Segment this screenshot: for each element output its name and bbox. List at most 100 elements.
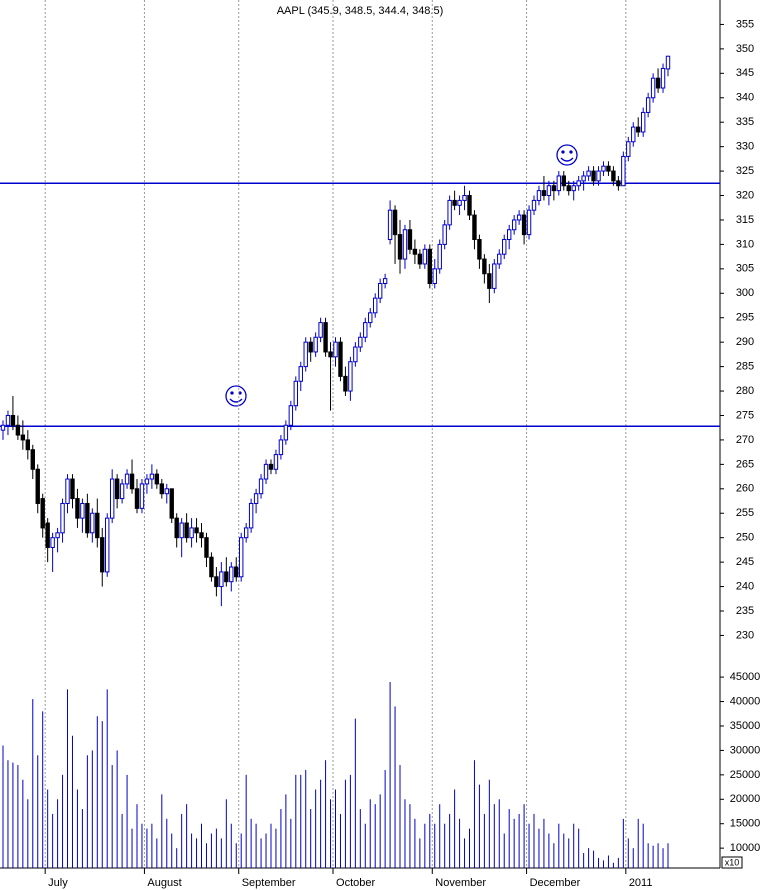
candle-body: [373, 297, 378, 314]
volume-tick-label: 35000: [730, 720, 761, 732]
candle-body: [650, 77, 656, 99]
x-tick-label: August: [147, 877, 181, 889]
candle-body: [660, 67, 666, 89]
y-tick-label: 280: [736, 385, 754, 397]
candle-body: [655, 77, 661, 89]
candle-body: [100, 537, 105, 573]
candle-body: [392, 209, 398, 236]
candle-body: [328, 351, 333, 358]
candle-body: [134, 488, 140, 509]
candle-body: [363, 322, 368, 338]
candle-body: [541, 190, 547, 197]
y-tick-label: 355: [736, 18, 754, 30]
candle-body: [437, 243, 442, 270]
candle-body: [591, 170, 596, 182]
y-tick-label: 245: [736, 556, 754, 568]
candle-body: [323, 322, 328, 353]
candle-body: [645, 97, 651, 113]
candle-body: [611, 170, 616, 182]
candle-body: [40, 498, 45, 529]
candle-body: [55, 532, 60, 539]
x-tick-label: October: [336, 877, 375, 889]
candle-body: [273, 454, 279, 470]
candle-body: [447, 199, 452, 226]
candle-body: [199, 532, 204, 539]
volume-tick-label: 25000: [730, 769, 761, 781]
candle-body: [665, 55, 671, 70]
candle-body: [184, 522, 189, 539]
candle-body: [551, 185, 557, 192]
candle-body: [606, 165, 611, 172]
candle-body: [154, 473, 160, 485]
candle-body: [397, 234, 403, 260]
candle-body: [204, 537, 209, 558]
chart-title: AAPL (345.9, 348.5, 344.4, 348.5): [277, 5, 444, 17]
candle-body: [387, 209, 393, 241]
y-tick-label: 340: [736, 92, 754, 104]
x-tick-label: November: [435, 877, 486, 889]
candle-body: [308, 341, 313, 353]
candle-body: [506, 229, 512, 241]
volume-tick-label: 15000: [730, 818, 761, 830]
candle-body: [90, 512, 95, 534]
candle-body: [124, 473, 130, 485]
candle-body: [95, 512, 100, 539]
y-tick-label: 345: [736, 67, 754, 79]
candle-body: [189, 527, 194, 539]
candle-body: [10, 414, 16, 426]
y-tick-label: 230: [736, 629, 754, 641]
candle-body: [105, 517, 110, 573]
candle-body: [159, 483, 165, 495]
candle-body: [497, 253, 502, 265]
candle-body: [586, 170, 591, 177]
candle-body: [194, 527, 199, 534]
candle-body: [139, 483, 145, 509]
candle-body: [442, 224, 447, 245]
candle-body: [229, 566, 234, 583]
y-tick-label: 335: [736, 116, 754, 128]
candle-body: [636, 126, 641, 133]
candle-body: [432, 268, 437, 285]
candle-body: [268, 463, 274, 470]
y-tick-label: 235: [736, 605, 754, 617]
candle-body: [85, 502, 90, 534]
candle-body: [303, 341, 308, 368]
y-tick-label: 330: [736, 141, 754, 153]
y-tick-label: 320: [736, 189, 754, 201]
candle-body: [576, 180, 581, 187]
candle-body: [5, 414, 11, 426]
candle-body: [219, 571, 224, 588]
candle-body: [427, 248, 432, 285]
candle-body: [30, 449, 35, 470]
candle-body: [263, 463, 269, 480]
candle-body: [0, 424, 6, 431]
candle-body: [353, 346, 358, 363]
candle-body: [531, 199, 537, 211]
candle-body: [283, 424, 289, 441]
candle-body: [487, 273, 492, 289]
candle-body: [243, 527, 249, 539]
candle-body: [368, 312, 373, 324]
candle-body: [452, 199, 457, 206]
candle-body: [640, 111, 646, 133]
volume-tick-label: 10000: [730, 842, 761, 854]
y-tick-label: 275: [736, 409, 754, 421]
y-tick-label: 315: [736, 214, 754, 226]
candle-body: [561, 175, 566, 187]
x-tick-label: 2011: [629, 877, 653, 889]
candle-body: [382, 278, 388, 285]
candle-body: [581, 175, 586, 182]
candle-body: [407, 229, 413, 250]
y-tick-label: 305: [736, 263, 754, 275]
candle-body: [596, 170, 601, 182]
candle-body: [571, 185, 576, 192]
candle-body: [25, 439, 31, 451]
candle-body: [75, 498, 80, 519]
y-tick-label: 300: [736, 287, 754, 299]
candle-body: [15, 424, 21, 436]
candle-body: [377, 283, 383, 299]
candle-body: [621, 155, 626, 187]
x-tick-label: July: [48, 877, 68, 889]
candle-body: [224, 571, 229, 583]
